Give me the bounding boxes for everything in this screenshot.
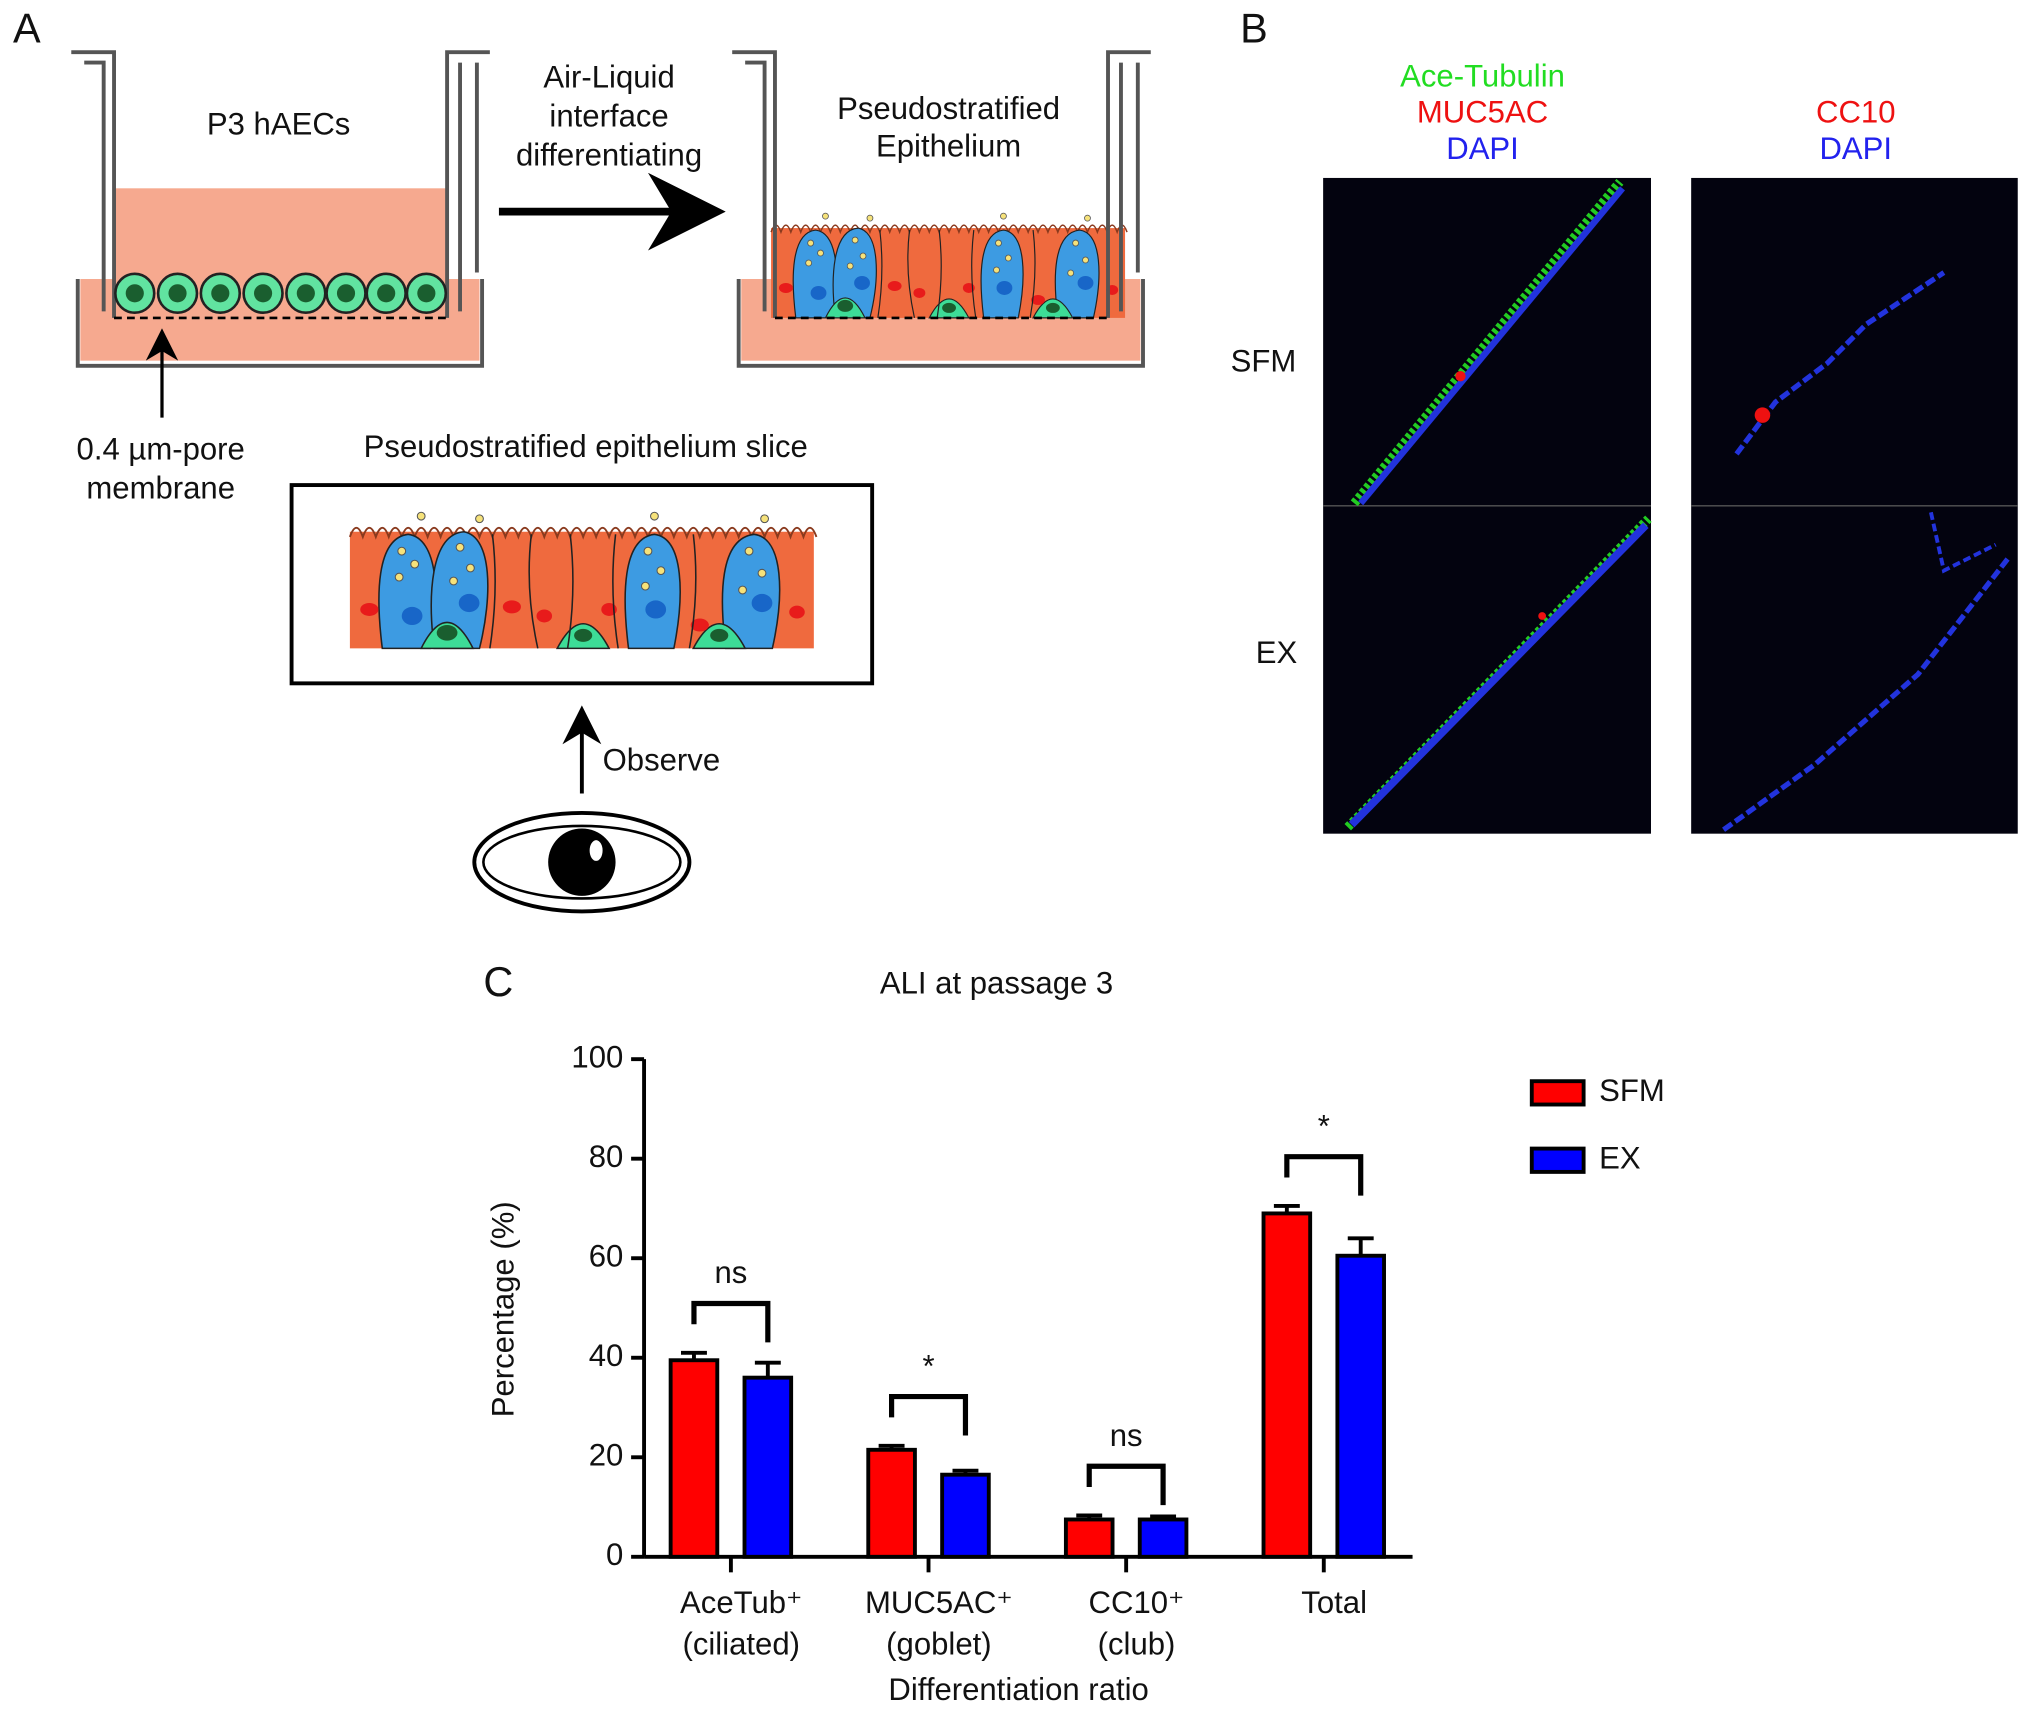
label: Pseudostratified epithelium slice bbox=[364, 429, 808, 464]
y-tick-label: 40 bbox=[589, 1338, 624, 1373]
eye bbox=[472, 810, 692, 914]
error-bar bbox=[1076, 1513, 1103, 1520]
label: 0.4 µm-pore bbox=[77, 432, 245, 467]
significance-bracket bbox=[1086, 1463, 1166, 1506]
label: differentiating bbox=[516, 137, 702, 172]
x-tick-label: AceTub⁺ bbox=[680, 1585, 802, 1620]
y-tick-label: 0 bbox=[606, 1537, 623, 1572]
label: Air-Liquid bbox=[543, 60, 674, 95]
micrographs bbox=[1323, 177, 2018, 834]
legend-label: EX bbox=[1599, 1140, 1641, 1175]
panel-label: C bbox=[483, 958, 513, 1005]
significance-label: ns bbox=[714, 1255, 747, 1290]
legend-label: SFM bbox=[1599, 1073, 1665, 1108]
stain-label: CC10 bbox=[1816, 95, 1896, 130]
label: Observe bbox=[603, 743, 721, 778]
bar bbox=[1261, 1211, 1313, 1559]
bar bbox=[1137, 1517, 1189, 1559]
bar bbox=[866, 1447, 917, 1559]
chart-title: ALI at passage 3 bbox=[880, 966, 1113, 1001]
error-bar bbox=[878, 1443, 905, 1450]
significance-bracket bbox=[1284, 1154, 1364, 1196]
significance-bracket bbox=[691, 1300, 771, 1343]
legend-swatch bbox=[1529, 1146, 1586, 1174]
stain-label: MUC5AC bbox=[1417, 95, 1548, 130]
significance-label: ns bbox=[1110, 1418, 1143, 1453]
bar bbox=[940, 1472, 991, 1559]
y-tick-label: 60 bbox=[589, 1238, 624, 1273]
label: Epithelium bbox=[876, 128, 1021, 163]
y-tick-label: 100 bbox=[571, 1039, 623, 1074]
x-tick-label: Total bbox=[1301, 1585, 1367, 1620]
y-axis-label: Percentage (%) bbox=[486, 1201, 521, 1417]
bar bbox=[1335, 1253, 1386, 1559]
bar bbox=[742, 1375, 794, 1559]
error-bar bbox=[1273, 1204, 1300, 1214]
error-bar bbox=[1150, 1514, 1177, 1520]
stain-label: Ace-Tubulin bbox=[1400, 58, 1565, 93]
well-right bbox=[732, 50, 1151, 368]
significance-label: * bbox=[1318, 1108, 1330, 1143]
label: interface bbox=[549, 99, 668, 134]
label: membrane bbox=[86, 470, 235, 505]
label: P3 hAECs bbox=[207, 106, 350, 141]
legend-swatch bbox=[1529, 1079, 1586, 1107]
x-tick-label: MUC5AC⁺ bbox=[865, 1585, 1013, 1620]
row-label: EX bbox=[1256, 635, 1298, 670]
x-axis-label: Differentiation ratio bbox=[888, 1672, 1148, 1707]
stain-label: DAPI bbox=[1446, 131, 1519, 166]
x-tick-label: (goblet) bbox=[886, 1626, 991, 1661]
stain-label: DAPI bbox=[1819, 131, 1892, 166]
epithelium bbox=[348, 511, 818, 650]
panel-label: B bbox=[1240, 4, 1268, 51]
panel-label: A bbox=[13, 4, 41, 51]
error-bar bbox=[1347, 1236, 1374, 1256]
error-bar bbox=[952, 1468, 979, 1475]
x-tick-label: CC10⁺ bbox=[1089, 1585, 1185, 1620]
significance-bracket bbox=[889, 1393, 969, 1436]
x-tick-label: (ciliated) bbox=[683, 1626, 801, 1661]
x-tick-label: (club) bbox=[1098, 1626, 1176, 1661]
y-tick-label: 20 bbox=[589, 1437, 624, 1472]
well-left bbox=[71, 50, 490, 368]
slice-box bbox=[289, 483, 875, 686]
y-tick-label: 80 bbox=[589, 1139, 624, 1174]
error-bar bbox=[681, 1350, 707, 1361]
bar bbox=[1063, 1517, 1115, 1559]
significance-label: * bbox=[922, 1348, 934, 1383]
bar bbox=[668, 1358, 720, 1559]
label: Pseudostratified bbox=[837, 91, 1060, 126]
row-label: SFM bbox=[1231, 343, 1297, 378]
error-bar bbox=[754, 1360, 781, 1378]
